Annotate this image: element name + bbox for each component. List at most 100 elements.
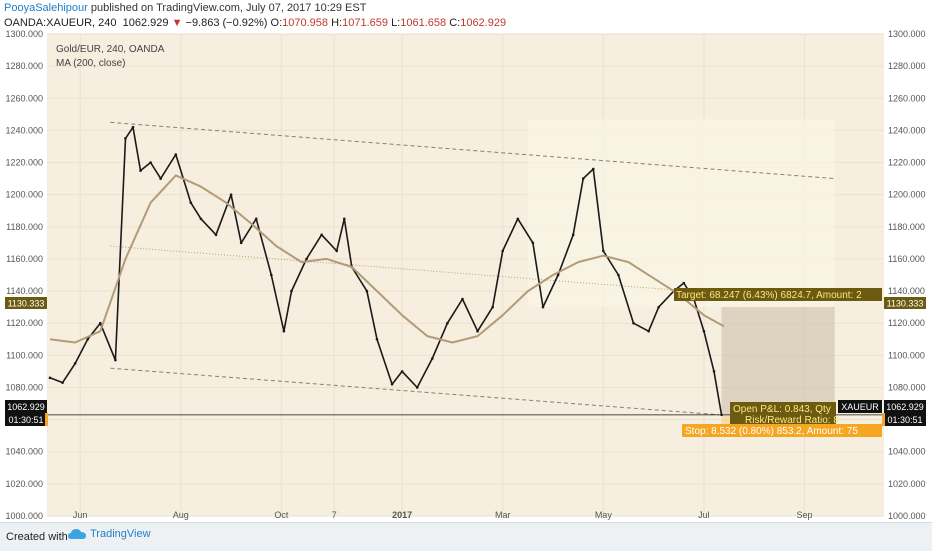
price-point	[199, 217, 203, 221]
y-tick-label-left: 1080.000	[5, 382, 43, 392]
price-point	[99, 321, 102, 325]
price-point	[239, 241, 243, 245]
publish-line: PooyaSalehipour published on TradingView…	[4, 2, 366, 14]
price-point	[124, 137, 127, 140]
close-value: 1062.929	[460, 17, 507, 29]
svg-text:1130.333: 1130.333	[887, 299, 924, 309]
x-tick-label: 2017	[392, 510, 412, 520]
target-price-tag-right: 1130.333	[884, 297, 926, 309]
y-tick-label-right: 1240.000	[888, 125, 926, 135]
price-point	[581, 177, 585, 180]
close-label: C:	[449, 17, 461, 29]
price-point	[335, 249, 339, 253]
y-tick-label-left: 1100.000	[6, 350, 43, 360]
y-tick-label-right: 1100.000	[888, 350, 925, 360]
y-tick-label-right: 1000.000	[888, 511, 926, 521]
price-point	[365, 289, 369, 293]
author-link[interactable]: PooyaSalehipour	[4, 2, 88, 14]
price-point	[254, 217, 258, 221]
price-point	[73, 362, 77, 365]
price-point	[189, 201, 193, 204]
price-point	[461, 297, 464, 301]
price-point	[446, 321, 449, 325]
y-tick-label-right: 1260.000	[888, 93, 926, 103]
right-price-axis[interactable]: 1000.0001020.0001040.0001060.0001080.000…	[888, 29, 926, 521]
y-tick-label-right: 1140.000	[888, 286, 925, 296]
price-point	[390, 382, 394, 386]
tradingview-cloud-icon	[68, 529, 86, 539]
price-point	[159, 177, 162, 180]
data-series	[48, 125, 725, 417]
x-tick-label: Jul	[698, 510, 710, 520]
y-tick-label-left: 1240.000	[5, 125, 43, 135]
tradingview-brand[interactable]: TradingView	[68, 528, 151, 540]
published-text: published on TradingView.com, July 07, 2…	[90, 2, 367, 14]
y-tick-label-left: 1260.000	[5, 93, 43, 103]
price-point	[400, 370, 404, 373]
price-point	[591, 167, 595, 171]
left-price-axis[interactable]: 1000.0001020.0001040.0001060.0001080.000…	[5, 29, 43, 521]
legend-ma: MA (200, close)	[56, 58, 125, 69]
price-point	[320, 233, 323, 237]
price-point	[541, 305, 545, 309]
price-point	[657, 305, 660, 309]
target-label-box[interactable]: Target: 68.247 (6.43%) 6824.7, Amount: 2	[674, 288, 882, 301]
price-point	[48, 376, 52, 380]
open-pl-label-box[interactable]: Open P&L: 0.843, Qty Risk/Reward Ratio: …	[730, 402, 839, 426]
y-tick-label-right: 1200.000	[888, 190, 926, 200]
svg-text:01:30:51: 01:30:51	[8, 415, 43, 425]
y-tick-label-left: 1280.000	[5, 61, 43, 71]
y-tick-label-right: 1160.000	[888, 254, 925, 264]
price-point	[647, 329, 650, 333]
price-point	[229, 193, 233, 196]
price-chart[interactable]: 1000.0001020.0001040.0001060.0001080.000…	[0, 0, 932, 522]
y-tick-label-right: 1300.000	[888, 29, 926, 39]
x-tick-label: May	[595, 510, 613, 520]
price-point	[491, 305, 494, 309]
price-point	[86, 337, 90, 341]
svg-text:1130.333: 1130.333	[8, 299, 45, 309]
low-value: 1061.658	[400, 17, 447, 29]
price-point	[375, 337, 379, 341]
highlight-area	[527, 119, 835, 308]
legend-title: Gold/EUR, 240, OANDA	[56, 44, 165, 55]
down-arrow-icon: ▼	[171, 17, 183, 29]
price-point	[476, 329, 479, 333]
price-point	[270, 273, 273, 277]
svg-text:01:30:51: 01:30:51	[887, 415, 922, 425]
stop-label-box[interactable]: Stop: 8.532 (0.80%) 853.2, Amount: 75	[682, 424, 882, 437]
high-value: 1071.659	[342, 17, 388, 29]
current-price-tag-left: 1062.929 01:30:51	[5, 400, 48, 426]
brand-label: TradingView	[90, 528, 151, 540]
price-point	[131, 125, 135, 129]
channel-lower	[110, 367, 720, 416]
created-with-text: Created with	[6, 531, 68, 543]
y-tick-label-left: 1040.000	[5, 447, 43, 457]
y-tick-label-left: 1000.000	[5, 511, 43, 521]
y-tick-label-right: 1220.000	[888, 158, 926, 168]
channel-mid	[110, 245, 689, 292]
x-tick-label: Mar	[495, 510, 511, 520]
price-point	[702, 329, 706, 333]
price-point	[214, 233, 218, 237]
price-point	[531, 241, 535, 245]
price-point	[602, 249, 605, 253]
svg-text:Stop: 8.532 (0.80%) 853.2, Amo: Stop: 8.532 (0.80%) 853.2, Amount: 75	[685, 426, 858, 437]
y-tick-label-right: 1020.000	[888, 479, 926, 489]
y-tick-label-right: 1080.000	[888, 382, 926, 392]
y-tick-label-left: 1140.000	[6, 286, 43, 296]
svg-text:Risk/Reward Ratio: 8: Risk/Reward Ratio: 8	[745, 415, 839, 426]
time-axis[interactable]: Jun Aug Oct 7 2017 Mar May Jul Sep	[73, 510, 813, 520]
channel-upper	[110, 121, 835, 180]
price-point	[431, 357, 434, 360]
price-point	[556, 273, 560, 277]
open-value: 1070.958	[282, 17, 329, 29]
y-tick-label-left: 1160.000	[6, 254, 43, 264]
symbol-info: OANDA:XAUEUR, 240	[4, 17, 117, 29]
svg-text:XAUEUR: XAUEUR	[841, 402, 879, 412]
price-point	[712, 370, 716, 373]
y-tick-label-left: 1200.000	[5, 190, 43, 200]
x-tick-label: 7	[332, 510, 337, 520]
price-point	[290, 289, 293, 293]
y-tick-label-left: 1180.000	[6, 222, 43, 232]
